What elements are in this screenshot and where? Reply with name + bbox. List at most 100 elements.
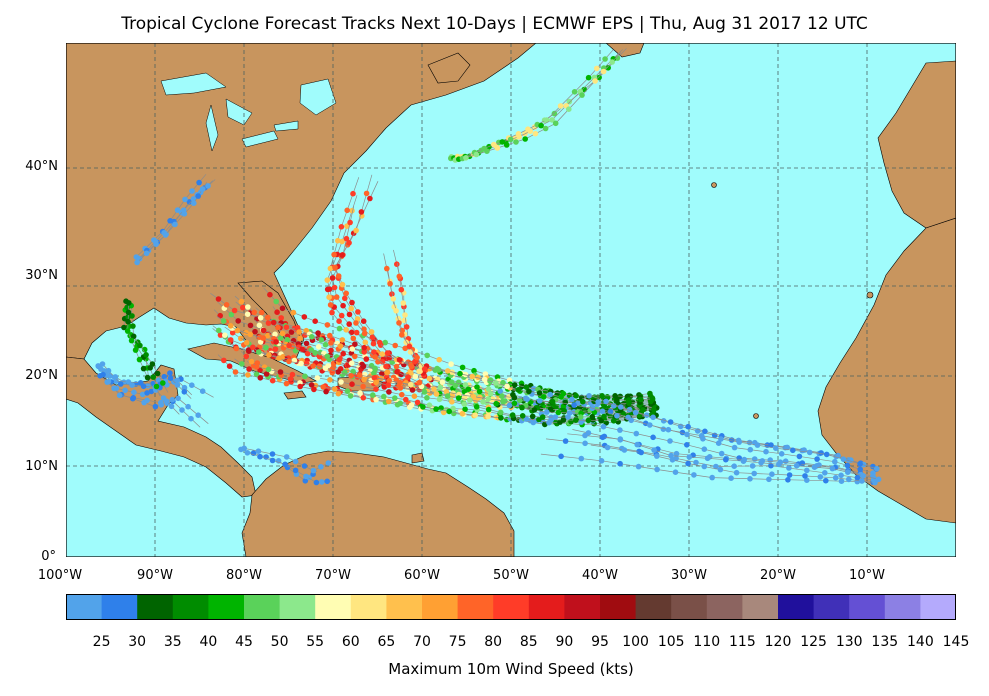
track-point xyxy=(511,400,518,407)
track-point xyxy=(174,207,181,213)
track-point xyxy=(286,342,292,349)
track-point xyxy=(315,330,321,336)
track-point xyxy=(126,300,132,306)
track-point xyxy=(515,387,522,393)
track-point xyxy=(186,199,193,205)
track-point xyxy=(258,309,265,316)
track-point xyxy=(257,375,264,381)
colorbar-swatch xyxy=(706,594,743,620)
track-point xyxy=(767,457,773,463)
track-point xyxy=(462,406,468,413)
track-point xyxy=(618,404,624,410)
track-point xyxy=(462,382,469,388)
track-point xyxy=(339,337,346,343)
colorbar-tick-label: 55 xyxy=(306,634,325,650)
track-point xyxy=(443,389,450,395)
track-point xyxy=(790,447,796,454)
track-point xyxy=(412,358,418,365)
track-point xyxy=(371,349,377,355)
track-point xyxy=(308,382,315,388)
track-point xyxy=(153,383,160,390)
track-point xyxy=(700,436,706,442)
track-point xyxy=(640,407,646,413)
track-point xyxy=(279,305,286,312)
track-point xyxy=(368,329,375,335)
colorbar-swatch xyxy=(493,594,530,620)
track-point xyxy=(324,322,331,328)
track-point xyxy=(840,456,847,463)
track-point xyxy=(346,240,352,246)
track-point xyxy=(396,357,403,363)
track-point xyxy=(336,325,343,332)
track-point xyxy=(327,302,334,308)
ensemble-track-line xyxy=(130,305,169,393)
track-point xyxy=(402,345,409,352)
track-point xyxy=(547,406,554,413)
colorbar-swatch xyxy=(920,594,956,620)
track-point xyxy=(270,319,277,326)
ensemble-track-line xyxy=(136,173,207,258)
track-point xyxy=(233,345,240,352)
track-point xyxy=(549,117,555,123)
track-point xyxy=(604,394,611,400)
track-point xyxy=(611,403,617,409)
colorbar-swatch xyxy=(244,594,281,620)
track-point xyxy=(467,397,473,403)
ensemble-track-line xyxy=(136,181,208,263)
track-point xyxy=(316,363,323,370)
colorbar-tick-label: 75 xyxy=(448,634,467,650)
track-point xyxy=(596,74,602,81)
track-point xyxy=(158,399,164,406)
track-point xyxy=(499,139,506,145)
track-point xyxy=(749,463,756,469)
track-point xyxy=(324,478,331,485)
colorbar-swatch xyxy=(350,594,387,620)
track-point xyxy=(303,340,310,347)
lat-label-0: 0° xyxy=(41,549,56,564)
track-point xyxy=(174,377,180,384)
track-point xyxy=(327,377,333,383)
lon-label-60w: 60°W xyxy=(404,568,440,583)
track-point xyxy=(763,448,769,455)
track-point xyxy=(766,476,772,483)
colorbar-swatch xyxy=(101,594,138,620)
track-point xyxy=(728,475,734,482)
track-point xyxy=(595,399,601,405)
track-point xyxy=(475,374,481,381)
track-point xyxy=(223,302,230,308)
track-point xyxy=(403,324,410,330)
track-point xyxy=(485,406,492,413)
track-point xyxy=(311,386,317,393)
track-point xyxy=(189,188,195,194)
track-point xyxy=(554,390,561,396)
track-point xyxy=(169,396,176,403)
canaries xyxy=(866,291,874,299)
track-point xyxy=(463,155,469,161)
track-point xyxy=(256,349,262,355)
track-point xyxy=(272,346,279,352)
track-point xyxy=(434,365,440,372)
track-point xyxy=(265,366,272,373)
track-point xyxy=(361,330,368,337)
track-point xyxy=(332,264,338,271)
track-point xyxy=(786,465,792,471)
track-point xyxy=(551,110,558,117)
track-point xyxy=(373,386,379,393)
track-point xyxy=(384,350,391,356)
track-point xyxy=(566,106,572,112)
track-point xyxy=(297,335,303,342)
lon-label-100w: 100°W xyxy=(37,568,83,583)
track-point xyxy=(191,200,197,206)
track-point xyxy=(372,354,378,360)
track-point xyxy=(473,151,480,158)
track-point xyxy=(402,312,408,318)
lon-label-90w: 90°W xyxy=(137,568,173,583)
track-point xyxy=(130,333,137,340)
track-point xyxy=(604,444,611,451)
track-point xyxy=(373,379,379,386)
track-point xyxy=(599,434,606,441)
track-point xyxy=(397,400,404,407)
track-point xyxy=(283,380,290,387)
track-point xyxy=(172,221,178,228)
track-point xyxy=(822,470,828,476)
